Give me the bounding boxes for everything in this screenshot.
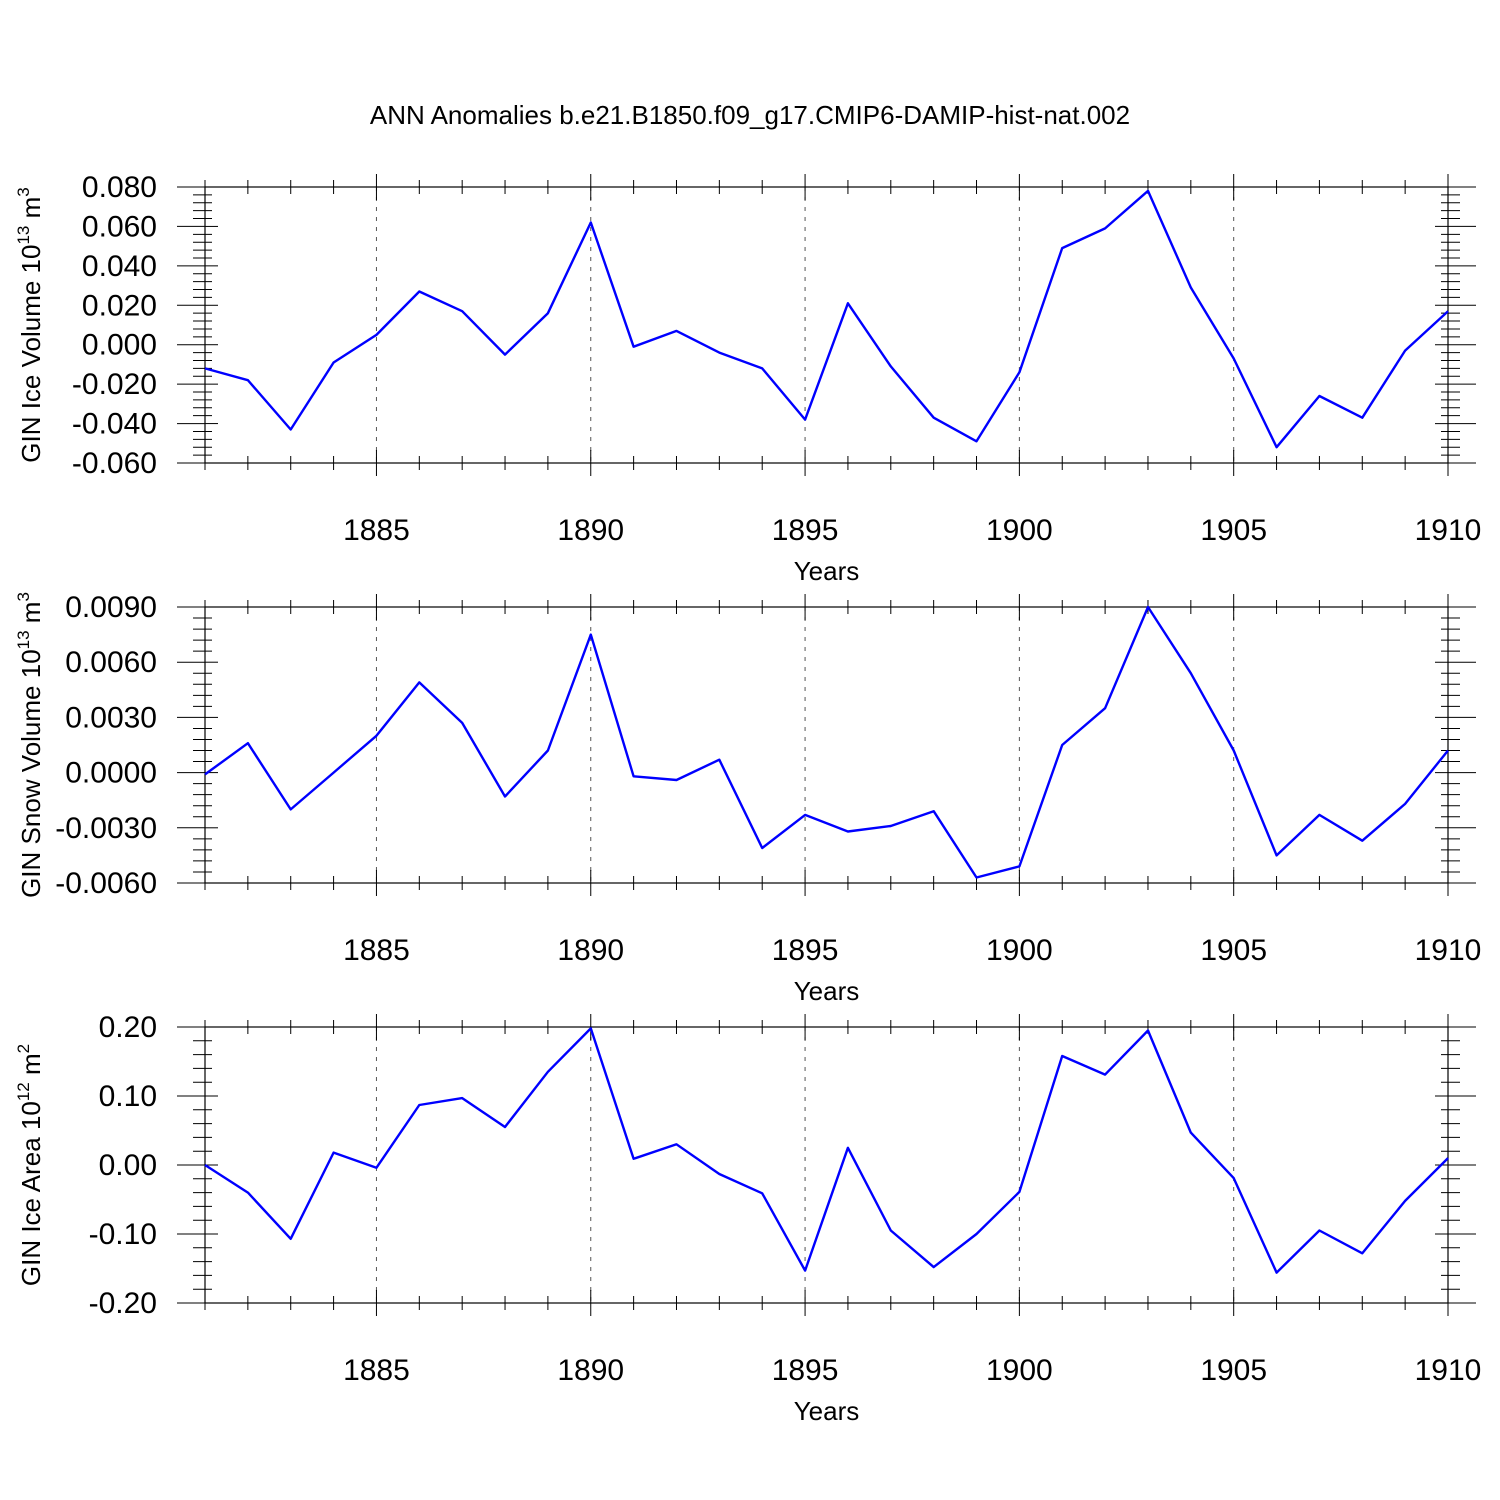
ice-volume-ytick-label: 0.020: [82, 289, 157, 322]
snow-volume-ytick-label: 0.0000: [65, 757, 157, 790]
ice-volume-ytick-label: 0.060: [82, 210, 157, 243]
ice-volume-frame: [204, 186, 1449, 464]
snow-volume-xlabel: Years: [794, 976, 860, 1006]
ice-volume-ytick-label: -0.020: [72, 368, 157, 401]
snow-volume-ytick-label: -0.0060: [55, 867, 157, 900]
ice-volume-xtick-label: 1905: [1200, 514, 1267, 547]
ice-volume-ytick-label: 0.000: [82, 329, 157, 362]
ice-volume-ytick-label: -0.040: [72, 408, 157, 441]
ice-area-ylabel: GIN Ice Area 1012 m2: [14, 1044, 46, 1286]
snow-volume-ylabel: GIN Snow Volume 1013 m3: [14, 592, 46, 898]
ice-area-xtick-label: 1910: [1415, 1354, 1482, 1387]
snow-volume-ytick-label: -0.0030: [55, 812, 157, 845]
ice-area-panel: -0.20 -0.10 0.00 0.10 0.20 1885 1890 1895 1900 19…: [14, 1011, 1481, 1426]
ice-area-ytick-label: 0.10: [99, 1080, 157, 1113]
snow-volume-xtick-label: 1895: [772, 934, 839, 967]
snow-volume-xtick-label: 1910: [1415, 934, 1482, 967]
ice-area-ytick-label: -0.10: [89, 1218, 157, 1251]
panels: -0.060 -0.040 -0.020 0.000 0.020 0.040 0.060 0.…: [14, 171, 1481, 1426]
ice-volume-xtick-label: 1900: [986, 514, 1053, 547]
ice-volume-ylabel: GIN Ice Volume 1013 m3: [14, 187, 46, 463]
snow-volume-ytick-label: 0.0060: [65, 646, 157, 679]
ice-volume-ytick-label: -0.060: [72, 447, 157, 480]
ice-volume-xtick-label: 1895: [772, 514, 839, 547]
snow-volume-xtick-label: 1890: [557, 934, 624, 967]
ice-area-xtick-label: 1895: [772, 1354, 839, 1387]
ice-area-xtick-label: 1890: [557, 1354, 624, 1387]
ice-area-ytick-label: 0.00: [99, 1149, 157, 1182]
ice-volume-xtick-label: 1910: [1415, 514, 1482, 547]
ice-volume-panel: -0.060 -0.040 -0.020 0.000 0.020 0.040 0.060 0.…: [14, 171, 1481, 586]
ice-area-xtick-label: 1885: [343, 1354, 410, 1387]
snow-volume-xtick-label: 1905: [1200, 934, 1267, 967]
snow-volume-frame: [204, 606, 1449, 884]
ice-volume-xlabel: Years: [794, 556, 860, 586]
ice-volume-xtick-label: 1890: [557, 514, 624, 547]
snow-volume-series-line: [204, 605, 1449, 879]
ice-volume-xtick-label: 1885: [343, 514, 410, 547]
ice-area-xtick-label: 1900: [986, 1354, 1053, 1387]
snow-volume-xtick-label: 1900: [986, 934, 1053, 967]
ice-volume-ytick-label: 0.040: [82, 250, 157, 283]
ice-volume-ytick-label: 0.080: [82, 171, 157, 204]
snow-volume-ytick-label: 0.0090: [65, 591, 157, 624]
chart-title: ANN Anomalies b.e21.B1850.f09_g17.CMIP6-…: [370, 100, 1130, 130]
ice-area-ytick-label: 0.20: [99, 1011, 157, 1044]
snow-volume-xtick-label: 1885: [343, 934, 410, 967]
snow-volume-ytick-label: 0.0030: [65, 701, 157, 734]
ice-volume-series-line: [204, 189, 1449, 449]
ice-area-series-line: [204, 1027, 1449, 1274]
snow-volume-panel: -0.0060 -0.0030 0.0000 0.0030 0.0060 0.0090 18…: [14, 591, 1481, 1006]
ice-area-xtick-label: 1905: [1200, 1354, 1267, 1387]
ice-area-ytick-label: -0.20: [89, 1287, 157, 1320]
ice-area-frame: [204, 1026, 1449, 1304]
ice-area-xlabel: Years: [794, 1396, 860, 1426]
